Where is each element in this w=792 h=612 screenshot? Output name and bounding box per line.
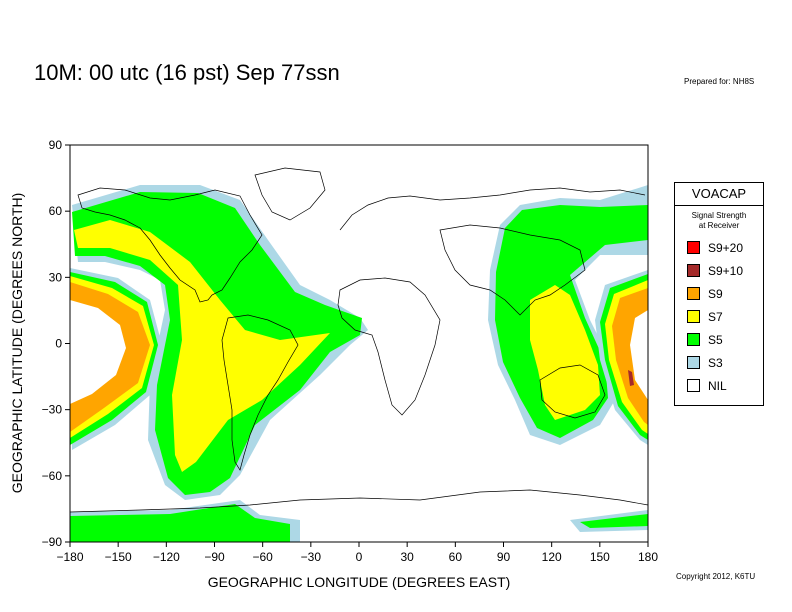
legend-swatch (687, 287, 700, 300)
x-tick-label: −90 (204, 550, 225, 564)
land-antarctica (70, 489, 648, 513)
legend-swatch (687, 241, 700, 254)
legend-title: VOACAP (675, 183, 763, 206)
x-tick-label: −150 (105, 550, 132, 564)
land-europe (339, 187, 646, 231)
x-tick-label: 90 (497, 550, 511, 564)
legend-item: S7 (687, 310, 723, 324)
legend-label: NIL (708, 379, 727, 393)
legend: VOACAP Signal Strength at Receiver S9+20… (674, 182, 764, 406)
legend-label: S7 (708, 310, 723, 324)
x-tick-label: 30 (400, 550, 414, 564)
legend-swatch (687, 264, 700, 277)
legend-swatch (687, 356, 700, 369)
land-north-america (77, 187, 263, 303)
legend-subtitle-line1: Signal Strength (691, 211, 747, 220)
legend-swatch (687, 333, 700, 346)
coastlines (70, 167, 648, 513)
x-tick-label: 0 (356, 550, 363, 564)
y-axis-title: GEOGRAPHIC LATITUDE (DEGREES NORTH) (9, 193, 25, 494)
x-tick-label: −180 (56, 550, 83, 564)
legend-item: S3 (687, 356, 723, 370)
legend-swatch (687, 379, 700, 392)
y-tick-label: 60 (49, 204, 63, 218)
y-tick-label: −30 (42, 403, 63, 417)
land-greenland (254, 167, 326, 221)
land-australia (539, 364, 606, 419)
x-tick-label: −30 (301, 550, 322, 564)
prepared-for-label: Prepared for: NH8S (684, 77, 755, 86)
x-axis-ticks: −180 −150 −120 −90 −60 −30 0 30 60 90 120 150 180 (56, 542, 658, 564)
legend-item: S9 (687, 287, 723, 301)
legend-label: S9+20 (708, 241, 744, 255)
coverage-nil-pacific-east (630, 310, 648, 400)
page-title: 10M: 00 utc (16 pst) Sep 77ssn (34, 60, 340, 85)
legend-label: S9+10 (708, 264, 744, 278)
x-tick-label: 150 (590, 550, 610, 564)
land-asia (439, 224, 586, 316)
coverage-layer (70, 185, 648, 542)
land-south-america (221, 314, 299, 471)
coverage-red-pacific-east (628, 370, 634, 386)
y-tick-label: 30 (49, 270, 63, 284)
legend-item: NIL (687, 379, 727, 393)
x-tick-label: −120 (153, 550, 180, 564)
legend-item: S9+20 (687, 241, 743, 255)
x-tick-label: 180 (638, 550, 658, 564)
legend-subtitle: Signal Strength at Receiver (675, 211, 763, 231)
coverage-s7-asia (530, 285, 600, 420)
legend-label: S3 (708, 356, 723, 370)
coverage-s7-americas (74, 220, 330, 472)
x-tick-label: 120 (542, 550, 562, 564)
legend-label: S5 (708, 333, 723, 347)
legend-item: S9+10 (687, 264, 743, 278)
x-tick-label: −60 (252, 550, 273, 564)
legend-swatch (687, 310, 700, 323)
x-tick-label: 60 (449, 550, 463, 564)
y-axis-ticks: 90 60 30 0 −30 −60 −90 (42, 138, 70, 549)
x-axis-title: GEOGRAPHIC LONGITUDE (DEGREES EAST) (208, 574, 511, 590)
legend-subtitle-line2: at Receiver (698, 221, 740, 230)
legend-label: S9 (708, 287, 723, 301)
legend-item: S5 (687, 333, 723, 347)
land-africa (337, 277, 441, 416)
copyright-label: Copyright 2012, K6TU (676, 572, 756, 581)
coverage-s5-antarctic-east (580, 514, 648, 528)
coverage-s5-antarctic (70, 504, 290, 542)
y-tick-label: 90 (49, 138, 63, 152)
coverage-nil-pacific-west (70, 300, 126, 404)
y-tick-label: 0 (55, 337, 62, 351)
y-tick-label: −60 (42, 469, 63, 483)
y-tick-label: −90 (42, 535, 63, 549)
